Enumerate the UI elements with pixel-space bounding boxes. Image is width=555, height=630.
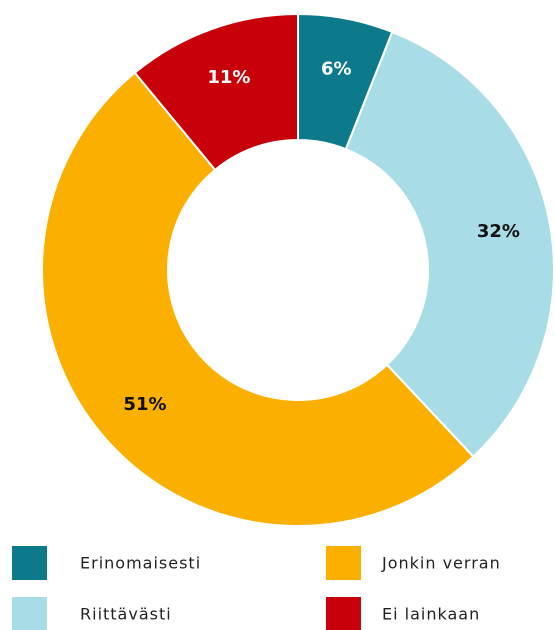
legend-label: Erinomaisesti xyxy=(80,554,201,573)
legend-swatch xyxy=(326,546,361,580)
legend-label: Ei lainkaan xyxy=(382,605,480,624)
legend-swatch xyxy=(326,597,361,630)
data-label: 11% xyxy=(207,67,250,88)
legend-swatch xyxy=(12,546,47,580)
data-label: 32% xyxy=(477,221,520,242)
data-label: 51% xyxy=(123,394,166,415)
legend-label: Riittävästi xyxy=(80,605,172,624)
donut-segment xyxy=(133,12,299,172)
donut-segment xyxy=(41,71,475,527)
donut-segment xyxy=(344,30,555,459)
legend-label: Jonkin verran xyxy=(381,554,501,573)
data-label: 6% xyxy=(321,59,352,80)
legend-swatch xyxy=(12,597,47,630)
